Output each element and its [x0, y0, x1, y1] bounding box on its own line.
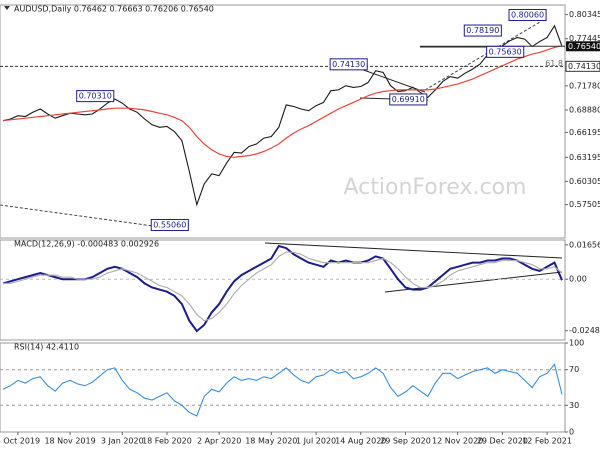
y-tick-label: 0.77445 [569, 34, 600, 43]
last-price-box [566, 41, 600, 52]
panel-frame [0, 342, 566, 433]
fib-label: 61.8 [545, 59, 563, 68]
annotation-box [486, 45, 525, 58]
panel-frame [0, 239, 566, 341]
x-tick-label: 1 Jul 2020 [296, 437, 336, 446]
annotation-label: 0.69910 [392, 95, 425, 104]
y-tick-label: 0.57505 [569, 200, 600, 209]
panel-title: AUDUSD,Daily 0.76462 0.76663 0.76206 0.7… [14, 5, 214, 14]
last-price-label: 0.76540 [568, 42, 600, 51]
y-tick-label: 30 [569, 401, 579, 410]
series-line [2, 45, 563, 158]
annotation-box [329, 58, 368, 71]
y-tick-label: 0.66195 [569, 128, 600, 137]
y-tick-label: 0.68880 [569, 106, 600, 115]
series-line [2, 24, 563, 207]
y-tick-label: 0.016567 [569, 240, 600, 249]
annotation-label: 0.78190 [466, 26, 499, 35]
series-line [2, 363, 563, 417]
x-tick-label: 14 Aug 2020 [335, 437, 386, 446]
axis-label-box [565, 60, 600, 72]
annotation-box [463, 24, 502, 37]
y-tick-label: 0.63195 [569, 153, 600, 162]
y-tick-label: -0.02484 [569, 326, 600, 335]
annotation-box [150, 219, 189, 232]
axis-label: 0.74130 [568, 62, 600, 71]
y-tick-label: 0.80345 [569, 10, 600, 19]
x-tick-label: 29 Sep 2020 [380, 437, 431, 446]
title-icon [4, 6, 10, 10]
x-tick-label: 12 Nov 2020 [432, 437, 483, 446]
panel-title: RSI(14) 42.4110 [14, 343, 79, 352]
x-tick-label: 29 Dec 2020 [477, 437, 528, 446]
trend-line [0, 204, 176, 230]
panel-title: MACD(12,26,9) -0.000483 0.002926 [14, 240, 159, 249]
x-tick-label: 3 Oct 2019 [0, 437, 40, 446]
trend-line [264, 242, 563, 259]
annotation-label: 0.75630 [489, 47, 522, 56]
annotation-label: 0.55060 [153, 221, 186, 230]
watermark: ActionForex.com [344, 175, 527, 200]
y-tick-label: 100 [569, 339, 584, 348]
y-tick-label: 0.00 [569, 275, 587, 284]
y-tick-label: 0.60305 [569, 177, 600, 186]
annotation-label: 0.80060 [511, 10, 544, 19]
x-tick-label: 3 Jan 2020 [101, 437, 144, 446]
annotation-box [76, 90, 115, 103]
trend-line [424, 21, 541, 91]
series-line [3, 251, 563, 322]
x-tick-label: 18 Nov 2019 [44, 437, 95, 446]
x-tick-label: 18 Feb 2020 [142, 437, 192, 446]
panel-frame [0, 4, 566, 239]
annotation-box [508, 8, 547, 21]
y-tick-label: 0 [569, 428, 574, 437]
series-line [2, 244, 563, 333]
annotation-label: 0.74130 [332, 60, 365, 69]
x-tick-label: 12 Feb 2021 [522, 437, 572, 446]
y-tick-label: 70 [569, 365, 579, 374]
annotation-label: 0.70310 [79, 92, 112, 101]
x-tick-label: 18 May 2020 [245, 437, 297, 446]
y-tick-label: 0.71780 [569, 81, 600, 90]
x-tick-label: 2 Apr 2020 [197, 437, 241, 446]
annotation-box [389, 93, 428, 106]
